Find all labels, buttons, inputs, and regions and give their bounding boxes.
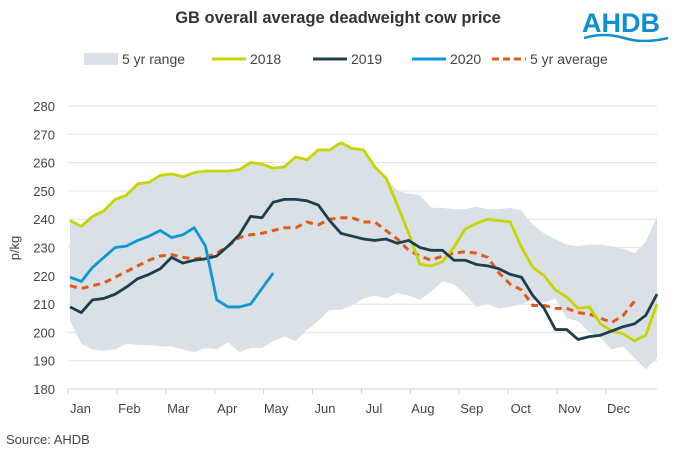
y-tick-label: 230: [33, 241, 55, 256]
range-area: [70, 142, 657, 370]
y-tick-label: 280: [33, 99, 55, 114]
series-line-2018: [69, 141, 659, 343]
x-tick-label: Aug: [411, 401, 434, 416]
source-note: Source: AHDB: [6, 432, 90, 447]
series-line-2020: [69, 226, 275, 309]
legend-label: 5 yr range: [122, 51, 185, 67]
axes: 180 190 200 210 220 230 240 250 260 270 280 Jan Feb M…: [33, 99, 657, 416]
y-tick-label: 240: [33, 212, 55, 227]
legend-label: 5 yr average: [530, 51, 608, 67]
legend: 5 yr range 2018 2019 2020 5 yr average: [84, 51, 608, 67]
series-line-5-yr-average: [69, 216, 636, 324]
legend-swatch: [84, 53, 118, 65]
chart-title: GB overall average deadweight cow price: [175, 9, 501, 27]
logo-text: AHDB: [582, 8, 660, 38]
x-tick-label: Jul: [366, 401, 383, 416]
x-tick-label: May: [264, 401, 289, 416]
x-tick-label: Mar: [167, 401, 190, 416]
y-axis-label: p/kg: [7, 236, 22, 261]
y-tick-label: 210: [33, 297, 55, 312]
y-tick-label: 250: [33, 184, 55, 199]
range-band: [70, 142, 657, 370]
x-tick-label: Jun: [315, 401, 336, 416]
x-tick-label: Feb: [118, 401, 140, 416]
x-tick-label: Apr: [217, 401, 238, 416]
x-tick-label: Sep: [460, 401, 483, 416]
legend-label: 2018: [250, 51, 281, 67]
x-tick-label: Dec: [607, 401, 631, 416]
series-lines: [69, 141, 659, 343]
x-tick-label: Jan: [70, 401, 91, 416]
y-tick-label: 270: [33, 127, 55, 142]
y-tick-label: 260: [33, 156, 55, 171]
y-tick-label: 190: [33, 354, 55, 369]
y-tick-label: 220: [33, 269, 55, 284]
x-tick-label: Oct: [511, 401, 532, 416]
legend-label: 2020: [450, 51, 481, 67]
y-tick-label: 200: [33, 325, 55, 340]
legend-label: 2019: [351, 51, 382, 67]
series-line-2019: [69, 197, 659, 341]
y-tick-label: 180: [33, 382, 55, 397]
ahdb-logo: AHDB: [580, 2, 672, 47]
x-tick-label: Nov: [558, 401, 582, 416]
